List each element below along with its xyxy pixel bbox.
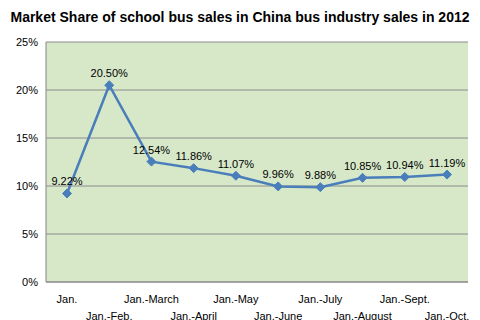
svg-text:15%: 15% [16,132,38,144]
svg-text:12.54%: 12.54% [133,144,171,156]
svg-text:Jan.-Oct.: Jan.-Oct. [425,310,470,320]
svg-text:Jan.-May: Jan.-May [213,293,259,305]
svg-text:9.22%: 9.22% [51,175,82,187]
svg-text:5%: 5% [22,228,38,240]
svg-text:10.94%: 10.94% [386,159,424,171]
svg-text:11.19%: 11.19% [429,157,466,169]
svg-text:Jan.: Jan. [57,293,78,305]
svg-text:Jan.-July: Jan.-July [298,293,343,305]
svg-text:11.86%: 11.86% [175,150,212,162]
svg-text:25%: 25% [16,36,38,48]
svg-text:11.07%: 11.07% [218,158,255,170]
html-text:Market Share of school bus sal: Market Share of school bus sales in Chin… [10,9,470,25]
svg-text:9.96%: 9.96% [263,168,294,180]
svg-text:Jan.-June: Jan.-June [254,310,302,320]
svg-text:Jan.-Sept.: Jan.-Sept. [380,293,430,305]
svg-text:0%: 0% [22,276,38,288]
svg-text:9.88%: 9.88% [305,169,336,181]
svg-text:10%: 10% [16,180,38,192]
svg-text:Jan.-March: Jan.-March [124,293,179,305]
svg-text:10.85%: 10.85% [344,160,382,172]
svg-text:Jan.-August: Jan.-August [333,310,392,320]
svg-text:Jan.-April: Jan.-April [170,310,216,320]
svg-text:Jan.-Feb.: Jan.-Feb. [86,310,132,320]
svg-text:20.50%: 20.50% [91,67,129,79]
svg-text:20%: 20% [16,84,38,96]
